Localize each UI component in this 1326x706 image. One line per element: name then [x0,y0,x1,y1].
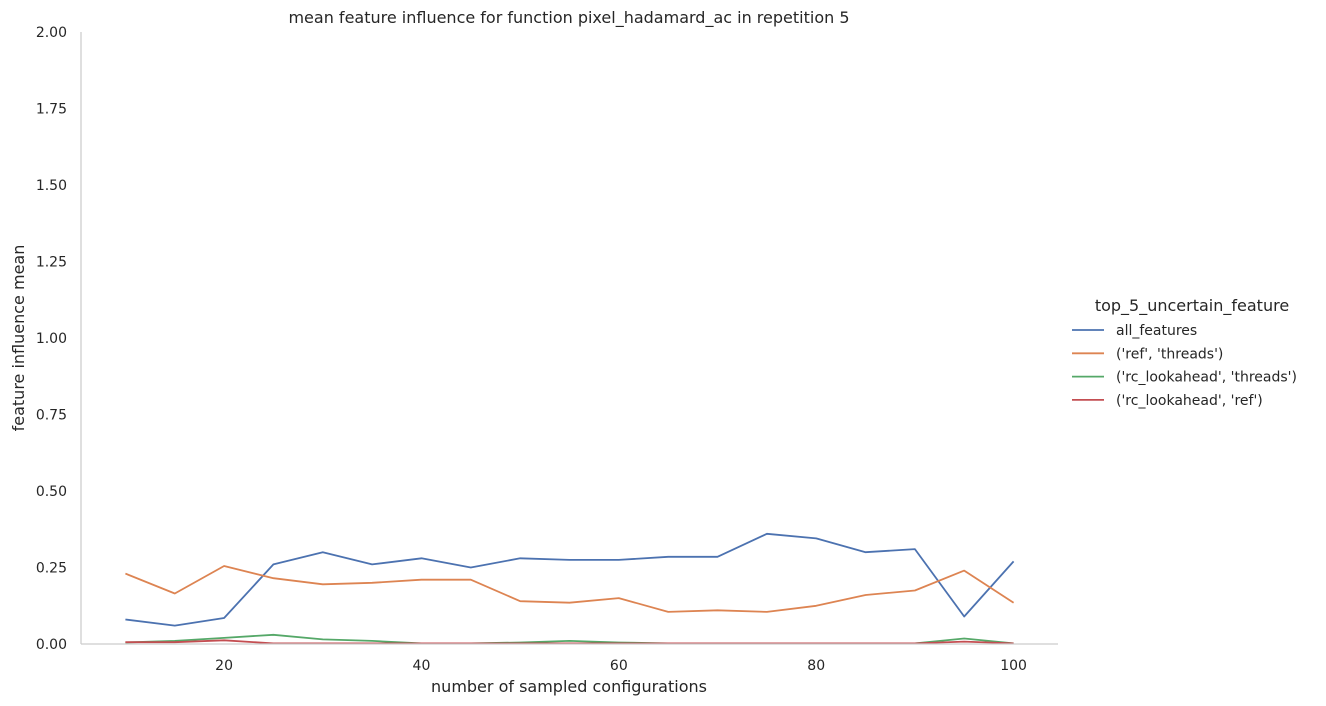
y-tick-label: 1.75 [36,102,67,118]
chart-title: mean feature influence for function pixe… [288,8,849,28]
x-tick-label: 100 [1000,658,1027,674]
legend-label: ('rc_lookahead', 'ref') [1116,393,1263,409]
y-tick-label: 1.25 [36,255,67,271]
y-tick-label: 2.00 [36,25,67,41]
legend-items: all_features ('ref', 'threads') ('rc_looka… [1072,323,1297,409]
x-tick-label: 60 [610,658,628,674]
y-tick-label: 0.00 [36,637,67,653]
y-axis-label: feature influence mean [9,245,28,432]
legend-label: ('ref', 'threads') [1116,346,1223,362]
legend: top_5_uncertain_feature all_features ('re… [1072,296,1297,409]
series-line [125,532,1015,627]
y-tick-label: 0.75 [36,408,67,424]
legend-label: all_features [1116,323,1197,339]
y-tick-label: 1.50 [36,178,67,194]
y-axis-ticks: 0.00 0.25 0.50 0.75 1.00 1.25 1.50 1.75 2.00 [36,25,67,653]
x-tick-label: 20 [215,658,233,674]
y-tick-label: 1.00 [36,331,67,347]
y-tick-label: 0.25 [36,561,67,577]
legend-label: ('rc_lookahead', 'threads') [1116,370,1297,386]
y-tick-label: 0.50 [36,484,67,500]
legend-title: top_5_uncertain_feature [1095,296,1289,316]
x-tick-label: 80 [807,658,825,674]
x-tick-label: 40 [413,658,431,674]
plot-area [125,532,1015,645]
x-axis-ticks: 20 40 60 80 100 [215,658,1027,674]
series-line [125,565,1015,613]
x-axis-label: number of sampled configurations [431,677,707,696]
